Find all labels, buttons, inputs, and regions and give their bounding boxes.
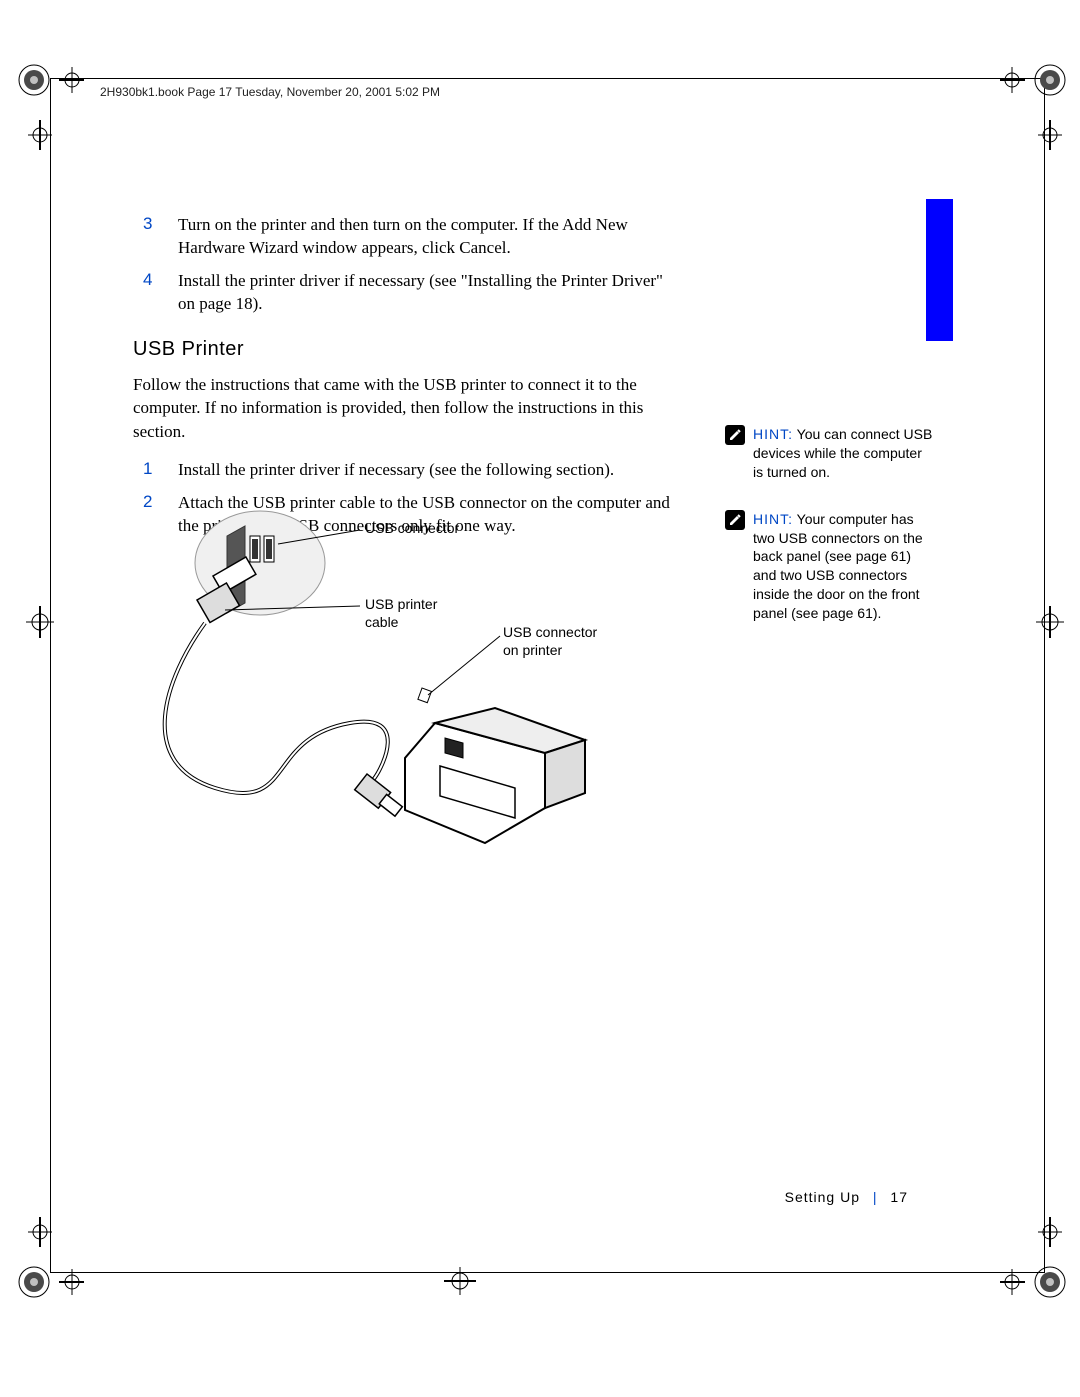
reg-mark-top-right — [1000, 55, 1070, 105]
hint-text: HINT: Your computer has two USB connecto… — [753, 510, 935, 623]
step-4: 4 Install the printer driver if necessar… — [133, 270, 673, 316]
usb-figure: USB connector USB printer cable USB conn… — [145, 508, 665, 878]
crop-line-right — [1044, 78, 1045, 1273]
reg-mark-left-lower — [20, 1212, 60, 1252]
reg-mark-top-left — [14, 55, 84, 105]
footer-section: Setting Up — [785, 1189, 860, 1205]
fig-label-usb-connector-printer: USB connector on printer — [503, 624, 613, 659]
hint-body: Your computer has two USB connectors on … — [753, 511, 923, 621]
main-content: 3 Turn on the printer and then turn on t… — [133, 214, 673, 556]
step-3: 3 Turn on the printer and then turn on t… — [133, 214, 673, 260]
usb-diagram-svg — [145, 508, 665, 878]
header-meta: 2H930bk1.book Page 17 Tuesday, November … — [100, 85, 440, 99]
hint-2: HINT: Your computer has two USB connecto… — [725, 510, 935, 623]
step-text: Turn on the printer and then turn on the… — [178, 214, 673, 260]
hint-text: HINT: You can connect USB devices while … — [753, 425, 935, 482]
step-text: Install the printer driver if necessary … — [178, 459, 614, 482]
reg-mark-right-upper — [1030, 120, 1070, 175]
page-footer: Setting Up | 17 — [785, 1189, 908, 1205]
section-intro: Follow the instructions that came with t… — [133, 373, 673, 443]
pencil-note-icon — [725, 425, 745, 445]
crop-line-bottom — [50, 1272, 1045, 1273]
footer-page-number: 17 — [890, 1189, 908, 1205]
hints-sidebar: HINT: You can connect USB devices while … — [725, 425, 935, 651]
crop-line-top — [50, 78, 1045, 79]
pencil-note-icon — [725, 510, 745, 530]
hint-1: HINT: You can connect USB devices while … — [725, 425, 935, 482]
hint-label: HINT: — [753, 511, 793, 527]
hint-label: HINT: — [753, 426, 793, 442]
step-num: 3 — [133, 214, 178, 260]
step-num: 4 — [133, 270, 178, 316]
reg-mark-left-upper — [20, 120, 60, 175]
side-tab — [926, 199, 953, 341]
hint-icon-cell — [725, 510, 753, 623]
step-1: 1 Install the printer driver if necessar… — [133, 459, 673, 482]
fig-label-usb-connector: USB connector — [365, 520, 459, 538]
page: 2H930bk1.book Page 17 Tuesday, November … — [0, 0, 1080, 1397]
steps-top: 3 Turn on the printer and then turn on t… — [133, 214, 673, 316]
reg-mark-right-mid — [1030, 602, 1070, 642]
hint-icon-cell — [725, 425, 753, 482]
reg-mark-bottom-left — [14, 1257, 84, 1307]
footer-separator: | — [873, 1189, 878, 1205]
reg-mark-left-mid — [20, 602, 60, 642]
reg-mark-bottom-center — [440, 1261, 480, 1301]
step-text: Install the printer driver if necessary … — [178, 270, 673, 316]
fig-label-usb-printer-cable: USB printer cable — [365, 596, 455, 631]
printer-drawing — [405, 688, 585, 843]
reg-mark-bottom-right — [1000, 1257, 1070, 1307]
crop-line-left — [50, 78, 51, 1273]
section-heading: USB Printer — [133, 338, 673, 361]
reg-mark-right-lower — [1030, 1212, 1070, 1252]
step-num: 1 — [133, 459, 178, 482]
